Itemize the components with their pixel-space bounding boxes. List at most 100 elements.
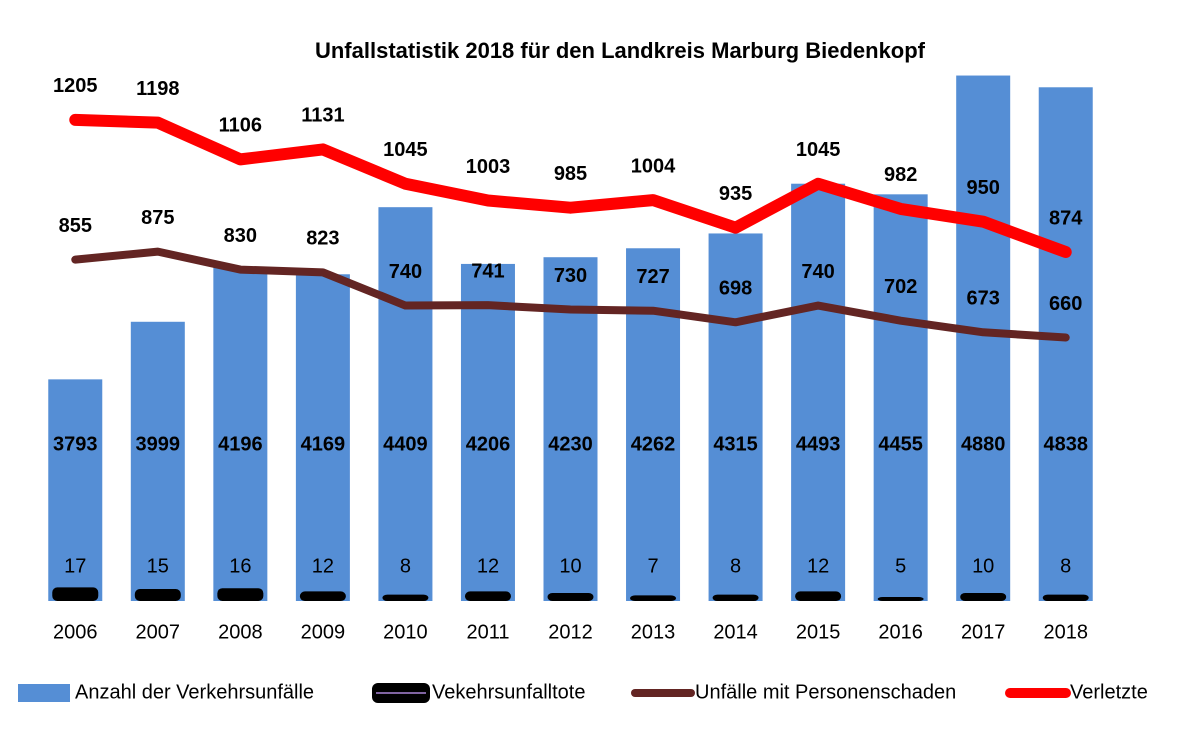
fatality-bar — [630, 595, 677, 601]
x-tick-label: 2014 — [713, 621, 758, 643]
data-label: 982 — [884, 164, 917, 186]
fatality-bar — [134, 589, 181, 601]
data-label: 4880 — [961, 433, 1006, 455]
data-label: 660 — [1049, 293, 1082, 315]
data-label: 3999 — [136, 433, 181, 455]
bar — [791, 183, 846, 602]
data-label: 10 — [972, 555, 994, 577]
data-label: 1045 — [796, 139, 841, 161]
data-label: 1004 — [631, 155, 676, 177]
data-label: 12 — [807, 555, 829, 577]
data-label: 4262 — [631, 433, 676, 455]
fatality-bar — [464, 591, 511, 601]
fatality-bar — [382, 594, 429, 601]
data-label: 4315 — [713, 433, 758, 455]
bar — [708, 233, 763, 601]
bar — [460, 263, 515, 601]
x-tick-label: 2018 — [1043, 621, 1088, 643]
data-label: 935 — [719, 183, 752, 205]
bar — [213, 266, 268, 601]
bar — [873, 194, 928, 601]
bar — [543, 257, 598, 601]
data-label: 740 — [801, 261, 834, 283]
data-label: 1045 — [383, 139, 428, 161]
fatality-bar — [217, 588, 264, 601]
x-tick-label: 2008 — [218, 621, 263, 643]
x-tick-label: 2011 — [466, 621, 509, 643]
bar — [295, 274, 350, 601]
data-label: 8 — [1060, 555, 1071, 577]
data-label: 4455 — [878, 433, 923, 455]
fatality-bar — [299, 591, 346, 601]
data-label: 673 — [967, 288, 1000, 310]
data-label: 4409 — [383, 433, 428, 455]
data-label: 855 — [59, 215, 92, 237]
fatality-bar — [795, 591, 842, 601]
chart-title: Unfallstatistik 2018 für den Landkreis M… — [315, 38, 926, 63]
data-label: 3793 — [53, 433, 98, 455]
legend-label: Vekehrsunfalltote — [432, 681, 585, 703]
data-label: 1131 — [301, 105, 344, 127]
bar — [48, 379, 103, 601]
x-tick-label: 2016 — [878, 621, 923, 643]
data-label: 727 — [636, 266, 669, 288]
data-label: 4493 — [796, 433, 841, 455]
data-label: 5 — [895, 555, 906, 577]
fatality-bar — [877, 597, 924, 601]
data-label: 4196 — [218, 433, 263, 455]
line — [69, 113, 1072, 259]
data-label: 4206 — [466, 433, 511, 455]
bar — [378, 207, 433, 601]
x-tick-label: 2017 — [961, 621, 1006, 643]
data-label: 1205 — [53, 75, 98, 97]
fatality-bar — [1042, 594, 1089, 601]
fatality-bar — [547, 593, 594, 601]
data-label: 17 — [64, 555, 86, 577]
data-label: 12 — [312, 555, 334, 577]
x-tick-label: 2009 — [301, 621, 346, 643]
fatality-bar — [52, 587, 99, 601]
x-tick-label: 2015 — [796, 621, 841, 643]
data-label: 10 — [559, 555, 581, 577]
legend-label: Anzahl der Verkehrsunfälle — [75, 681, 314, 703]
data-label: 8 — [400, 555, 411, 577]
data-label: 730 — [554, 265, 587, 287]
data-label: 698 — [719, 278, 752, 300]
legend-label: Unfälle mit Personenschaden — [695, 681, 956, 703]
data-label: 4169 — [301, 433, 346, 455]
data-label: 4838 — [1043, 433, 1088, 455]
legend-swatch — [18, 684, 70, 702]
data-label: 985 — [554, 163, 587, 185]
data-label: 950 — [967, 177, 1000, 199]
data-label: 740 — [389, 261, 422, 283]
data-label: 875 — [141, 207, 174, 229]
data-label: 12 — [477, 555, 499, 577]
data-label: 15 — [147, 555, 169, 577]
data-label: 823 — [306, 228, 339, 250]
fatality-bar — [712, 594, 759, 601]
data-label: 1106 — [219, 115, 262, 137]
legend-label: Verletzte — [1070, 681, 1148, 703]
x-tick-label: 2007 — [136, 621, 181, 643]
bar — [956, 75, 1011, 602]
bar — [1038, 87, 1093, 602]
x-tick-label: 2013 — [631, 621, 676, 643]
data-label: 16 — [229, 555, 251, 577]
data-label: 702 — [884, 276, 917, 298]
x-tick-label: 2012 — [548, 621, 593, 643]
data-label: 1198 — [136, 78, 179, 100]
data-label: 830 — [224, 225, 257, 247]
x-tick-label: 2006 — [53, 621, 98, 643]
data-label: 1003 — [466, 156, 511, 178]
bar — [130, 321, 185, 601]
data-label: 741 — [471, 260, 504, 282]
data-label: 874 — [1049, 207, 1083, 229]
line — [71, 247, 1070, 342]
data-label: 8 — [730, 555, 741, 577]
data-label: 4230 — [548, 433, 593, 455]
bar — [626, 248, 681, 601]
x-tick-label: 2010 — [383, 621, 428, 643]
fatality-bar — [960, 593, 1007, 601]
